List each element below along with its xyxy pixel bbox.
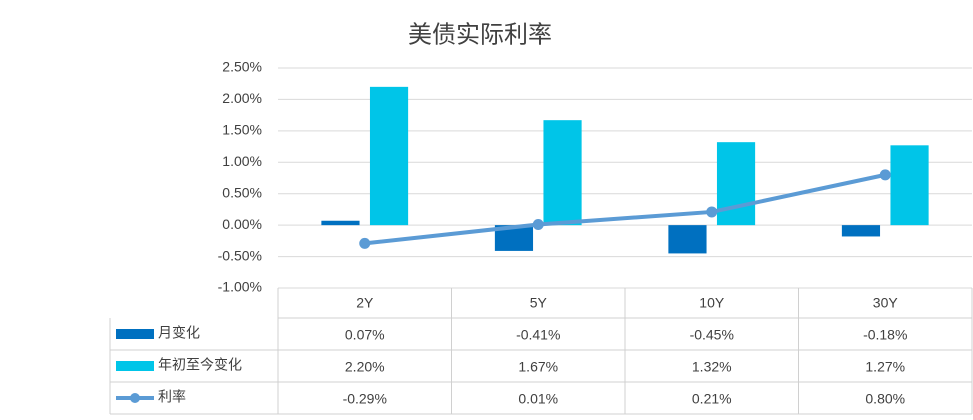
table-value: -0.41% [516, 327, 560, 343]
legend-key [116, 361, 154, 371]
bar [890, 145, 929, 226]
x-tick-label: 30Y [873, 295, 899, 311]
y-tick-label: 1.00% [222, 153, 262, 169]
table-value: 0.21% [692, 391, 732, 407]
table-value: 1.32% [692, 359, 732, 375]
line [364, 172, 886, 246]
y-tick-label: 0.50% [222, 184, 262, 200]
table-value: 0.07% [345, 327, 385, 343]
y-tick-label: -0.50% [218, 247, 262, 263]
table-value: 1.67% [518, 359, 558, 375]
bar [321, 220, 360, 226]
bar [668, 225, 707, 254]
table-value: -0.29% [343, 391, 387, 407]
table-value: -0.18% [863, 327, 907, 343]
point [706, 206, 718, 218]
chart-title: 美债实际利率 [408, 21, 552, 48]
y-tick-label: 1.50% [222, 122, 262, 138]
table-value: 0.01% [518, 391, 558, 407]
point [532, 219, 544, 231]
y-tick-label: -1.00% [218, 279, 262, 295]
legend-label: 年初至今变化 [158, 357, 242, 373]
y-tick-label: 0.00% [222, 216, 262, 232]
bar [716, 142, 756, 226]
table-value: -0.45% [690, 327, 734, 343]
bar [841, 225, 881, 237]
point [879, 169, 891, 181]
bar [369, 86, 409, 226]
table-value: 0.80% [865, 391, 905, 407]
bar [543, 120, 582, 226]
y-tick-label: 2.50% [222, 59, 262, 75]
table-value: 2.20% [345, 359, 385, 375]
x-tick-label: 2Y [356, 295, 374, 311]
x-tick-label: 5Y [530, 295, 548, 311]
legend-label: 利率 [158, 389, 186, 405]
legend-label: 月变化 [158, 325, 200, 341]
legend-key [130, 393, 140, 403]
legend-key [116, 329, 154, 339]
y-tick-label: 2.00% [222, 90, 262, 106]
table-value: 1.27% [865, 359, 905, 375]
x-tick-label: 10Y [699, 295, 725, 311]
point [359, 237, 371, 249]
